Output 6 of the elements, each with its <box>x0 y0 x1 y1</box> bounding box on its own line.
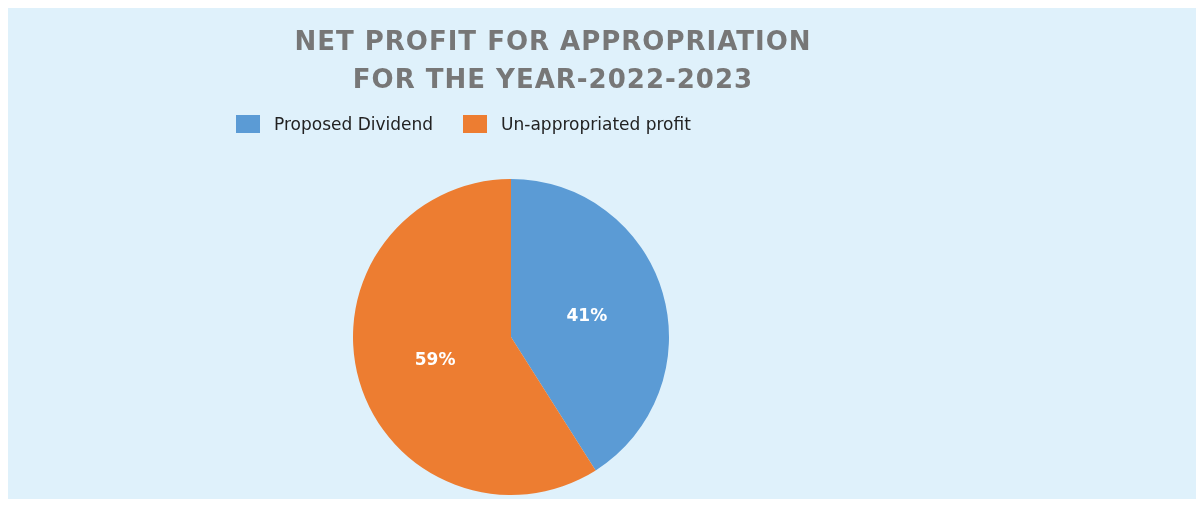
legend-label: Un-appropriated profit <box>501 114 691 134</box>
pie-slice <box>511 179 669 471</box>
data-label: 59% <box>414 349 456 370</box>
legend-label: Proposed Dividend <box>274 114 434 134</box>
data-label: 41% <box>566 304 608 325</box>
chart-title: NET PROFIT FOR APPROPRIATION FOR THE YEAR-2022-2023 <box>293 25 813 96</box>
